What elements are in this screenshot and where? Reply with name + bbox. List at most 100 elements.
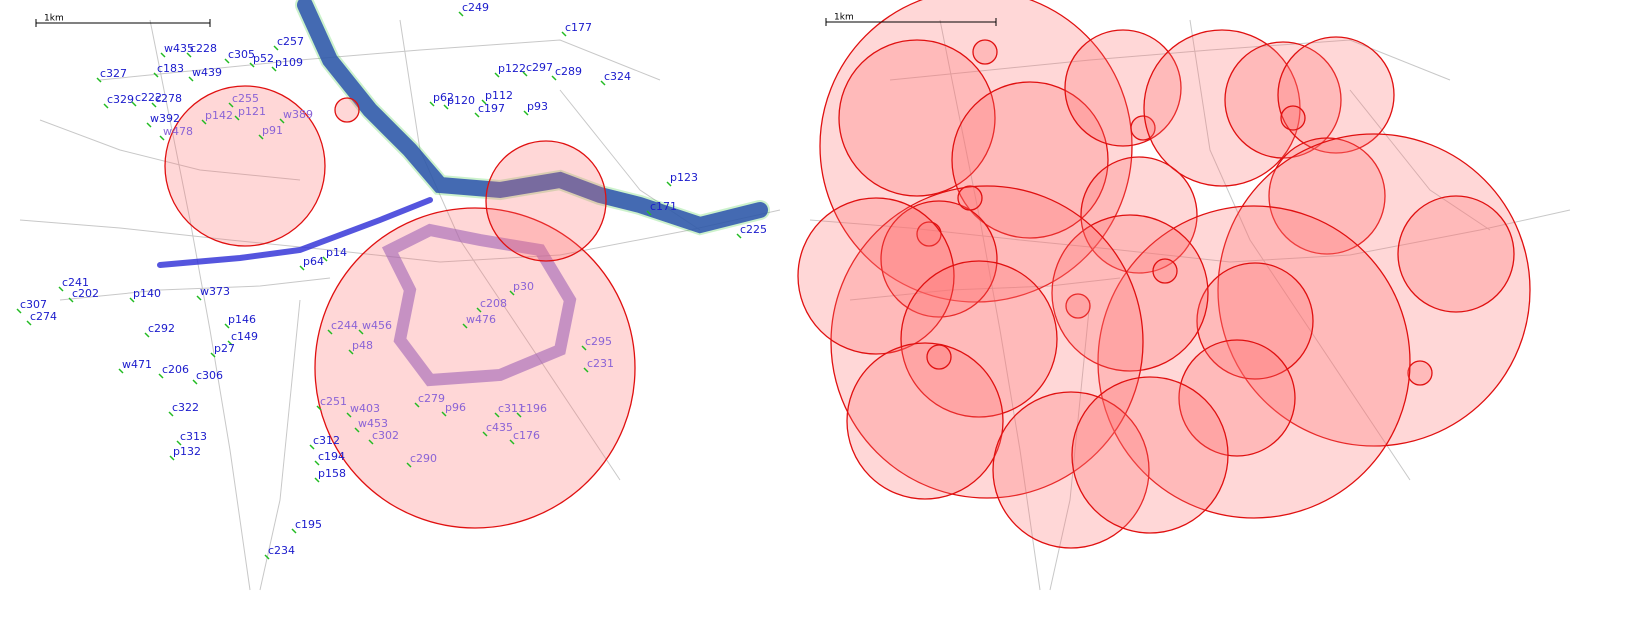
node-tick [462,323,468,329]
coverage-circle [797,197,955,355]
node-label: c289 [555,65,582,78]
node-tick [258,134,264,140]
node-label: w476 [466,313,496,326]
coverage-circle [1152,258,1178,284]
node-tick [299,265,305,271]
node-tick [273,45,279,51]
node-tick [224,323,230,329]
node-tick [666,181,672,187]
node-tick [131,101,137,107]
coverage-circle [1280,105,1306,131]
node-tick [327,329,333,335]
node-label: c195 [295,518,322,531]
node-tick [561,31,567,37]
node-tick [16,308,22,314]
node-label: c228 [190,42,217,55]
node-tick [509,290,515,296]
node-label: c257 [277,35,304,48]
node-label: c176 [513,429,540,442]
node-tick [581,345,587,351]
node-label: p120 [447,94,475,107]
node-tick [144,332,150,338]
node-tick [58,286,64,292]
node-tick [228,102,234,108]
coverage-circle [1277,36,1395,154]
coverage-circle [846,342,1004,500]
coverage-circle [1407,360,1433,386]
node-tick [516,412,522,418]
node-label: c305 [228,48,255,61]
node-tick [291,528,297,534]
node-tick [309,444,315,450]
circle-layer [164,0,1531,549]
node-label: c183 [157,62,184,75]
node-label: c194 [318,450,345,463]
coverage-circle [957,185,983,211]
node-tick [551,75,557,81]
node-label: p122 [498,62,526,75]
coverage-circle [819,0,1133,303]
node-tick [494,412,500,418]
node-label: w439 [192,66,222,79]
node-tick [406,462,412,468]
node-label: p96 [445,401,466,414]
coverage-circle [1064,29,1182,147]
node-label: c206 [162,363,189,376]
coverage-circle [1178,339,1296,457]
node-label: c208 [480,297,507,310]
coverage-circle [1097,205,1411,519]
node-tick [474,112,480,118]
node-label: c435 [486,421,513,434]
node-label: c234 [268,544,295,557]
node-tick [414,402,420,408]
node-label: c312 [313,434,340,447]
node-tick [151,102,157,108]
node-tick [227,340,233,346]
node-tick [224,58,230,64]
node-label: w453 [358,417,388,430]
node-tick [160,52,166,58]
scale-label: 1km [44,14,64,24]
node-label: p62 [433,91,454,104]
node-label: c292 [148,322,175,335]
node-tick [314,477,320,483]
node-tick [476,307,482,313]
coverage-circle [951,81,1109,239]
node-label: p30 [513,280,534,293]
node-tick [264,554,270,560]
node-tick [26,320,32,326]
node-label: p112 [485,89,513,102]
node-tick [348,349,354,355]
node-label: w403 [350,402,380,415]
node-tick [314,460,320,466]
node-tick [322,256,328,262]
coverage-circle [838,39,996,197]
coverage-circle [1268,137,1386,255]
node-tick [523,110,529,116]
node-tick [482,431,488,437]
node-tick [153,72,159,78]
node-tick [358,329,364,335]
node-label: p123 [670,171,698,184]
node-tick [494,72,500,78]
node-tick [159,135,165,141]
coverage-circle [1065,293,1091,319]
node-label: c329 [107,93,134,106]
node-label: p48 [352,339,373,352]
node-label: p121 [238,105,266,118]
node-tick [234,115,240,121]
node-label: c251 [320,395,347,408]
node-tick [458,11,464,17]
coverage-circle [926,344,952,370]
coverage-circle [1071,376,1229,534]
coverage-circle [334,97,360,123]
node-tick [509,439,515,445]
node-label: c202 [72,287,99,300]
coverage-circle [900,260,1058,418]
node-label: c249 [462,1,489,14]
node-label: p146 [228,313,256,326]
node-tick [186,52,192,58]
node-label: w389 [283,108,313,121]
node-label: w373 [200,285,230,298]
